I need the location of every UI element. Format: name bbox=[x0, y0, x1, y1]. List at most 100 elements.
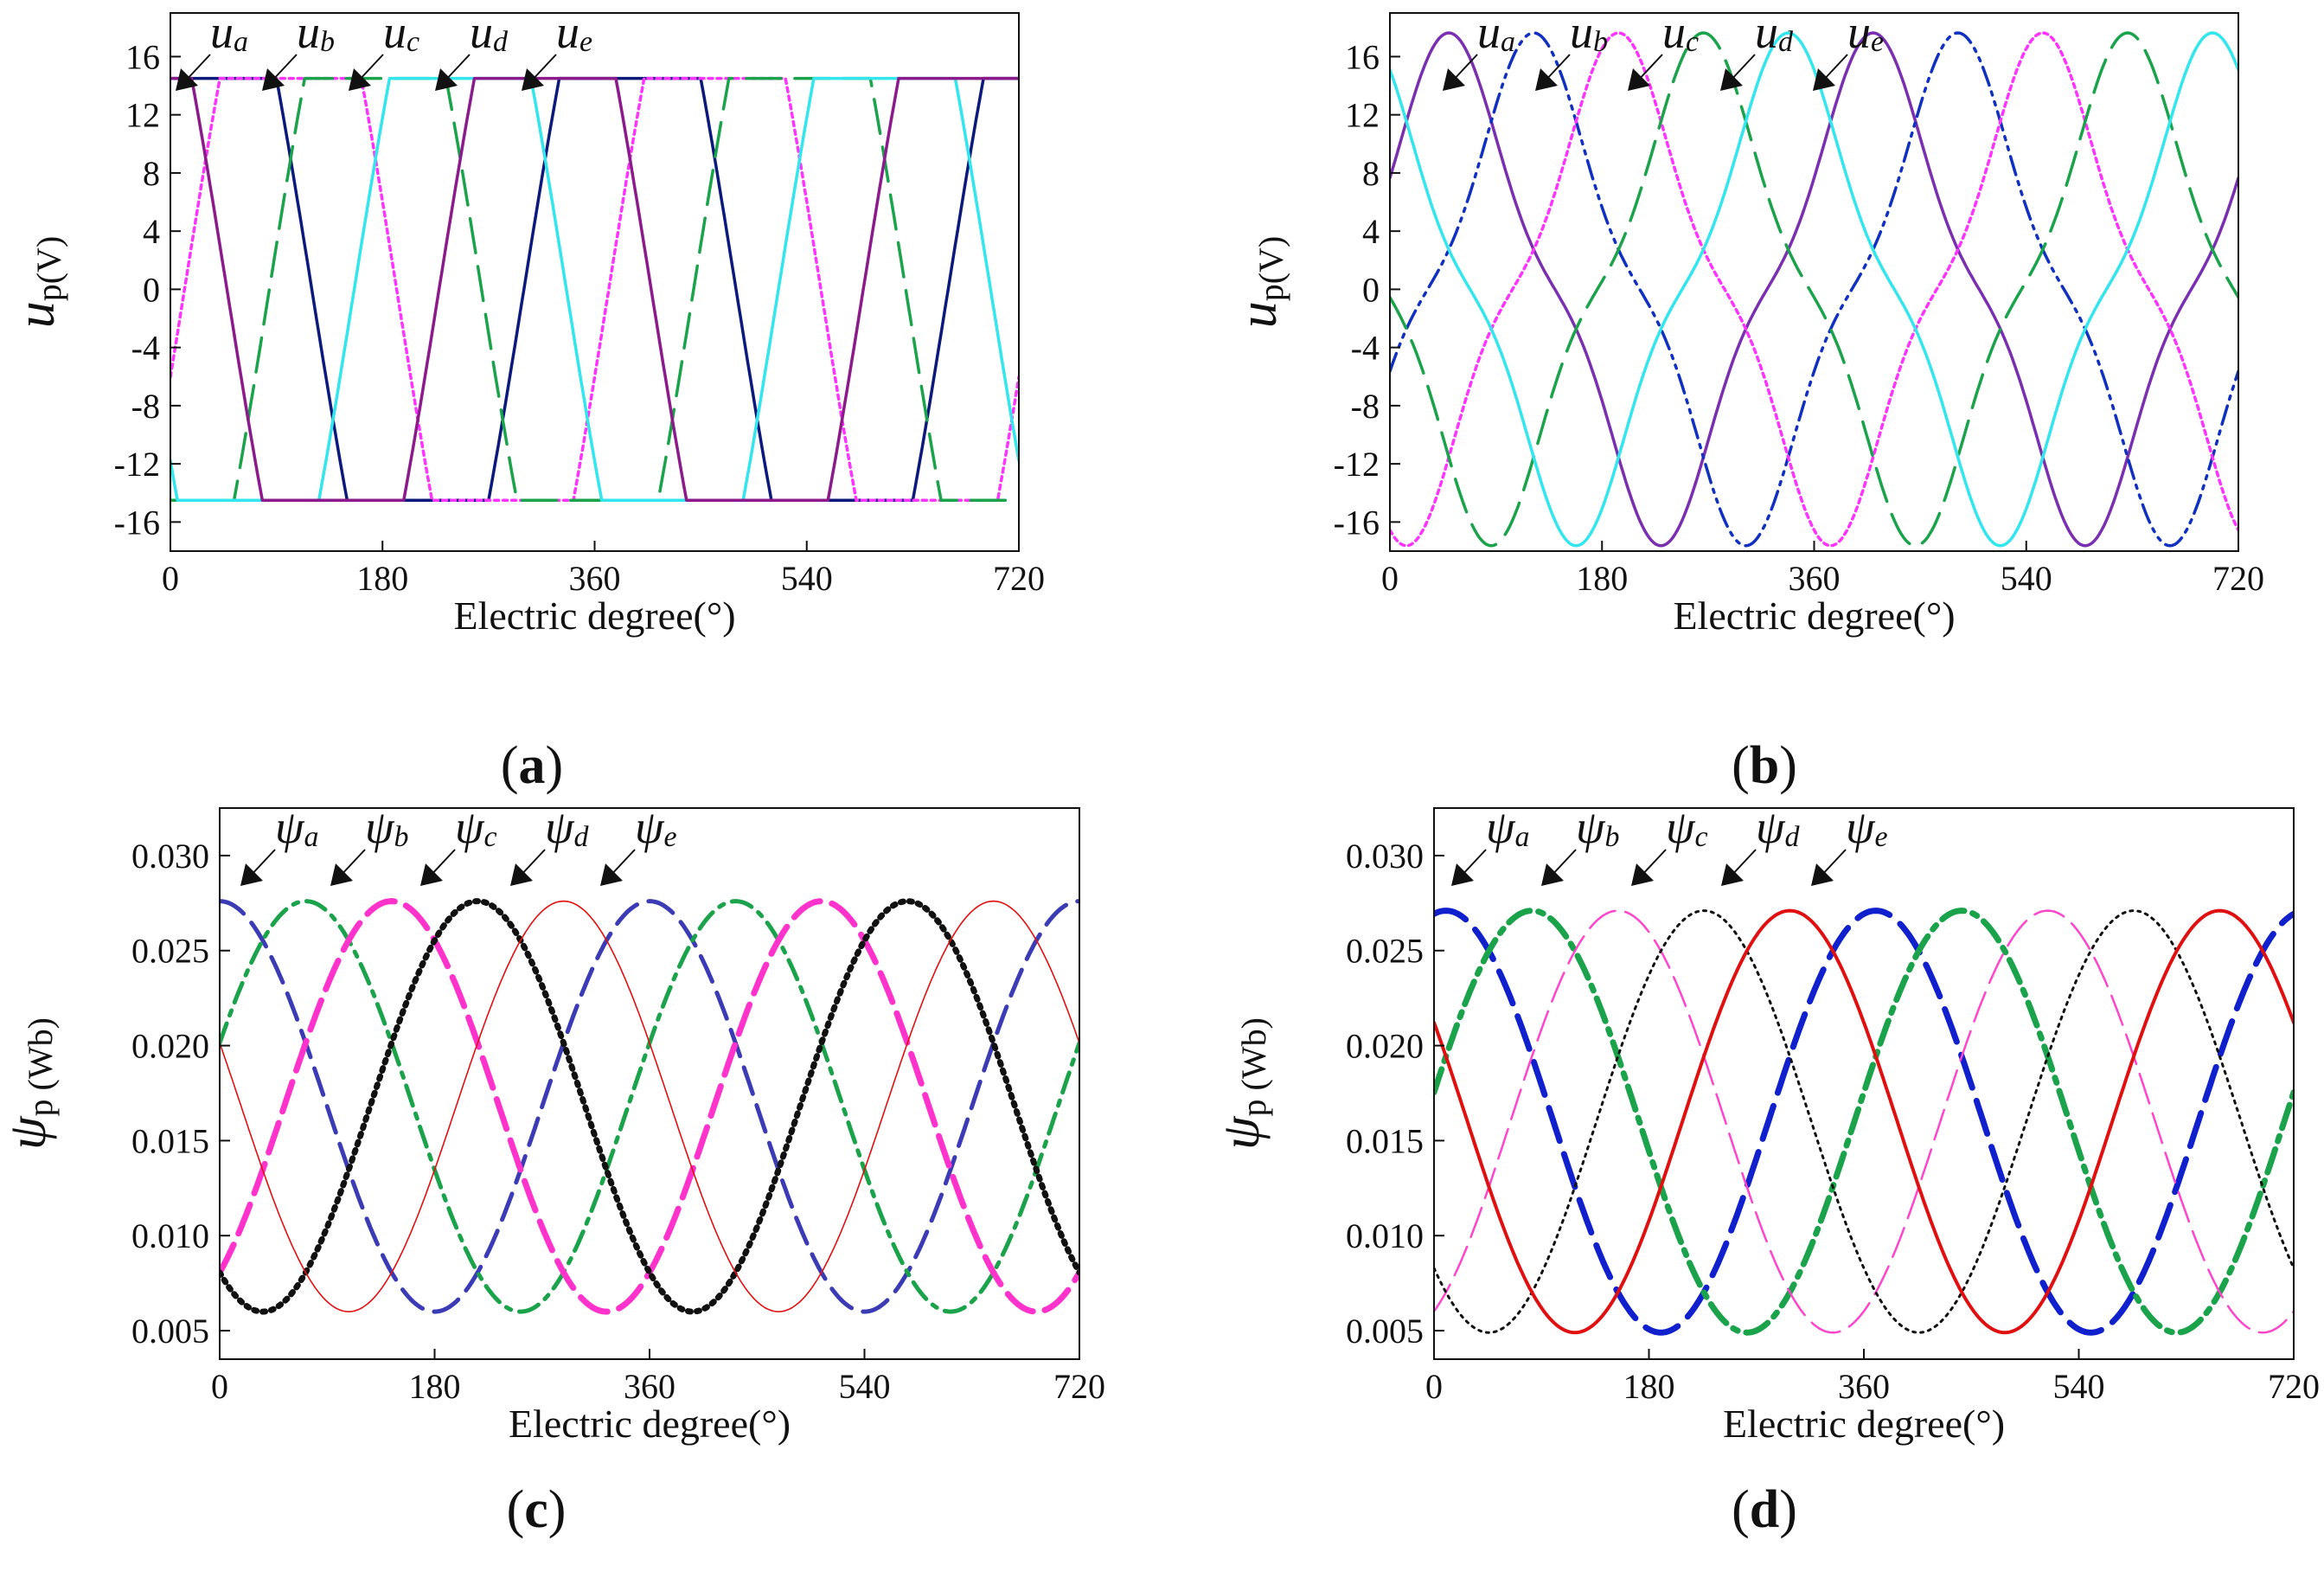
series-label-psi_d: ψd bbox=[1756, 801, 1801, 853]
series-line-u_b bbox=[1390, 31, 2238, 548]
x-axis-label: Electric degree(°) bbox=[453, 594, 735, 638]
y-axis-label-symbol: u bbox=[7, 301, 66, 328]
series-label-psi_a: ψa bbox=[275, 801, 319, 853]
y-tick-label: 0.030 bbox=[1346, 837, 1424, 876]
annotation-arrow-head bbox=[1720, 68, 1743, 91]
series-line-psi_e bbox=[1434, 908, 2294, 1335]
series-label-symbol: u bbox=[383, 6, 407, 58]
x-tick-label: 360 bbox=[569, 559, 621, 598]
x-tick-label: 0 bbox=[1425, 1367, 1443, 1406]
series-label-psi_b: ψb bbox=[365, 801, 409, 853]
y-axis-label: ψp (Wb) bbox=[0, 1017, 60, 1150]
y-tick-label: 0.010 bbox=[131, 1216, 209, 1255]
x-tick-label: 540 bbox=[781, 559, 833, 598]
series-label-subscript: d bbox=[574, 821, 590, 853]
y-tick-label: 0.020 bbox=[131, 1027, 209, 1066]
series-line-u_a bbox=[1390, 31, 2238, 548]
annotation-arrow-head bbox=[1541, 863, 1564, 886]
x-tick-label: 180 bbox=[1623, 1367, 1675, 1406]
series-label-u_d: ud bbox=[1755, 6, 1794, 58]
series-label-symbol: ψ bbox=[455, 801, 485, 853]
series-label-symbol: ψ bbox=[365, 801, 395, 853]
y-tick-label: 0.015 bbox=[131, 1121, 209, 1160]
series-label-symbol: u bbox=[1662, 6, 1686, 58]
series-label-u_e: ue bbox=[1847, 6, 1884, 58]
annotation-arrow-head bbox=[522, 68, 544, 91]
y-tick-label: 0.020 bbox=[1346, 1027, 1424, 1066]
annotation-arrow-head bbox=[435, 68, 458, 91]
y-tick-label: -4 bbox=[1351, 329, 1380, 368]
series-label-symbol: ψ bbox=[545, 801, 575, 853]
annotation-arrow-head bbox=[600, 863, 623, 886]
series-line-psi_c bbox=[220, 898, 1079, 1315]
series-label-subscript: e bbox=[1871, 26, 1884, 58]
series-label-u_a: ua bbox=[1477, 6, 1515, 58]
y-axis-label-unit: p (Wb) bbox=[1234, 1017, 1273, 1116]
series-label-subscript: a bbox=[234, 26, 248, 58]
y-tick-label: -16 bbox=[114, 503, 160, 542]
series-line-u_e bbox=[1390, 31, 2238, 548]
annotation-arrow-head bbox=[176, 68, 198, 91]
panel-d: 0 180 360 540 720 0.030 0.025 0.020 0.015 0.010 0.… bbox=[1212, 801, 2320, 1539]
series-label-subscript: e bbox=[664, 821, 677, 853]
y-tick-label: 4 bbox=[143, 212, 160, 251]
annotation-arrow-head bbox=[1631, 863, 1654, 886]
y-tick-label: -12 bbox=[1334, 445, 1380, 484]
annotation-arrow-head bbox=[420, 863, 443, 886]
annotation-arrow-head bbox=[1813, 68, 1835, 91]
y-tick-label: 0 bbox=[1362, 270, 1380, 309]
x-tick-label: 540 bbox=[2053, 1367, 2105, 1406]
y-tick-label: 0.015 bbox=[1346, 1121, 1424, 1160]
series-line-psi_d bbox=[1434, 909, 2294, 1334]
series-label-subscript: b bbox=[1593, 26, 1608, 58]
panel-caption-letter: c bbox=[524, 1480, 548, 1539]
series-label-symbol: u bbox=[297, 6, 320, 58]
y-tick-label: 0.030 bbox=[131, 837, 209, 876]
series-label-symbol: ψ bbox=[1576, 801, 1606, 853]
y-tick-label: -8 bbox=[1351, 387, 1380, 426]
series-label-psi_d: ψd bbox=[545, 801, 590, 853]
series-label-subscript: b bbox=[394, 821, 409, 853]
y-tick-label: 0.010 bbox=[1346, 1216, 1424, 1255]
annotation-arrow-head bbox=[349, 68, 371, 91]
x-tick-label: 720 bbox=[2212, 559, 2264, 598]
series-label-subscript: c bbox=[1686, 26, 1699, 58]
series-label-u_e: ue bbox=[556, 6, 592, 58]
panel-caption-letter: a bbox=[519, 736, 546, 795]
series-label-psi_e: ψe bbox=[1846, 801, 1888, 853]
series-line-psi_a bbox=[220, 899, 1079, 1314]
y-tick-label: 0.005 bbox=[131, 1312, 209, 1351]
panel-a: 0 180 360 540 720 16 12 8 4 0 -4 -8 -12 -16 Electric d… bbox=[7, 6, 1045, 795]
x-tick-label: 0 bbox=[1381, 559, 1399, 598]
annotation-arrow-head bbox=[1451, 863, 1474, 886]
y-tick-label: 0.005 bbox=[1346, 1312, 1424, 1351]
series-label-symbol: ψ bbox=[1666, 801, 1696, 853]
panel-caption: (b) bbox=[1732, 736, 1797, 795]
series-line-psi_a bbox=[1434, 908, 2294, 1336]
series-line-psi_b bbox=[220, 899, 1079, 1314]
series-label-subscript: e bbox=[579, 26, 592, 58]
series-label-symbol: ψ bbox=[275, 801, 305, 853]
y-tick-label: 0.025 bbox=[1346, 932, 1424, 971]
series-label-psi_e: ψe bbox=[635, 801, 677, 853]
y-tick-label: 0.025 bbox=[131, 932, 209, 971]
series-label-symbol: u bbox=[1755, 6, 1778, 58]
y-axis-label-symbol: ψ bbox=[0, 1115, 57, 1150]
annotation-arrow-head bbox=[1535, 68, 1558, 91]
series-label-subscript: b bbox=[1605, 821, 1620, 853]
series-label-psi_c: ψc bbox=[455, 801, 497, 853]
series-line-u_b bbox=[170, 76, 1019, 502]
x-tick-label: 180 bbox=[1576, 559, 1628, 598]
y-tick-label: 4 bbox=[1362, 212, 1380, 251]
series-label-subscript: d bbox=[1778, 26, 1794, 58]
series-label-u_c: uc bbox=[1662, 6, 1699, 58]
series-label-u_b: ub bbox=[297, 6, 335, 58]
x-tick-label: 0 bbox=[162, 559, 179, 598]
x-tick-label: 180 bbox=[409, 1367, 461, 1406]
x-tick-label: 720 bbox=[1053, 1367, 1105, 1406]
plot-area bbox=[1434, 908, 2294, 1336]
series-label-symbol: u bbox=[210, 6, 234, 58]
y-axis-label-unit: p(V) bbox=[29, 236, 68, 302]
series-line-u_e bbox=[170, 76, 1019, 502]
annotation-arrow-head bbox=[1443, 68, 1465, 91]
